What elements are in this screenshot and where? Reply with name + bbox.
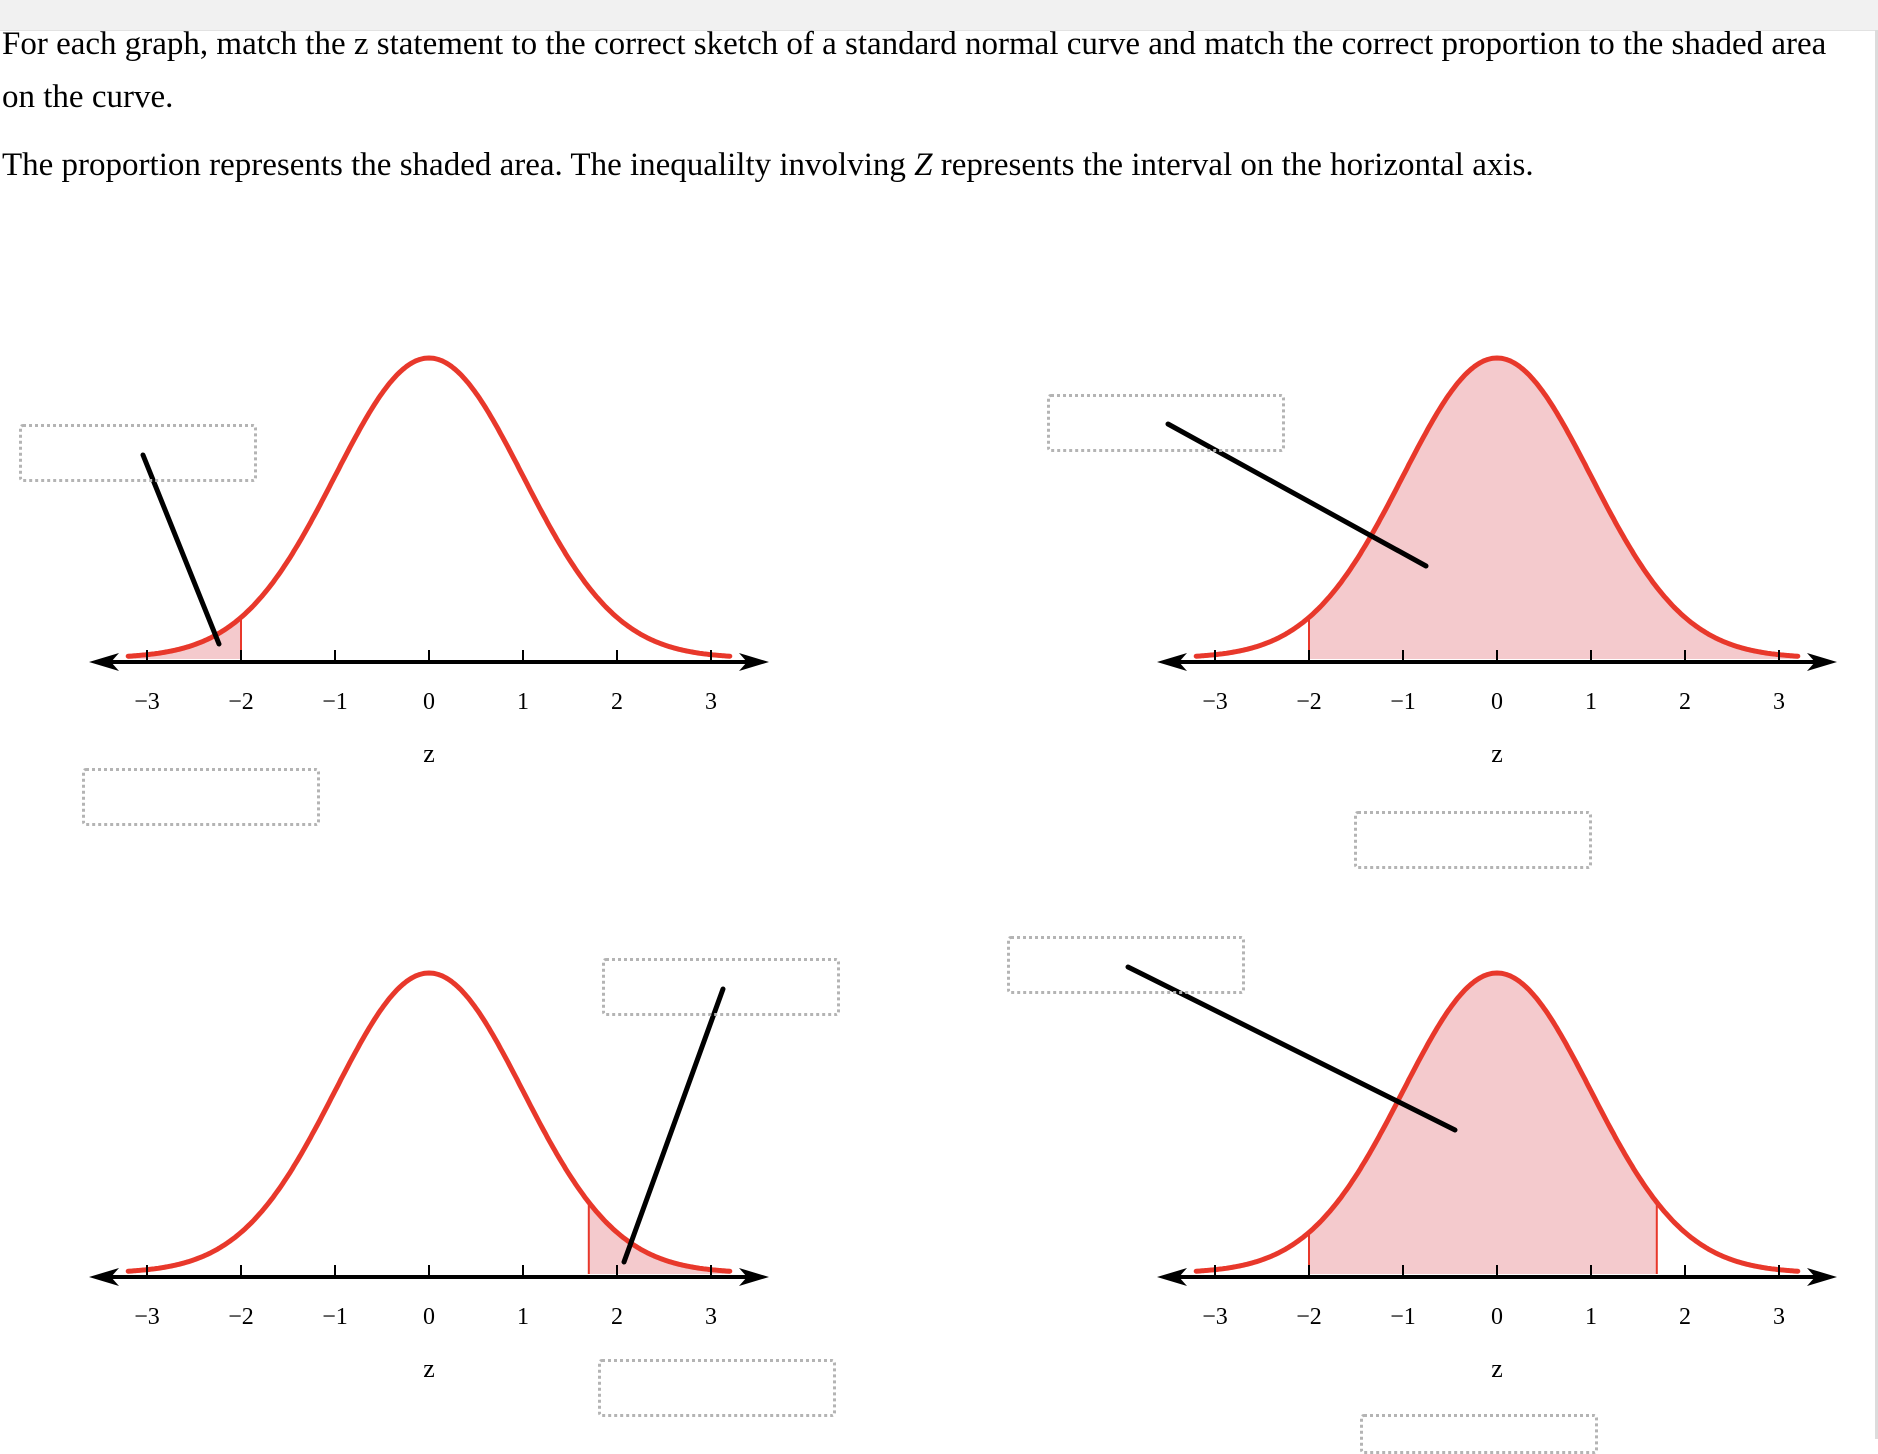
tick-label: 3 bbox=[705, 689, 717, 715]
tick-label: 3 bbox=[1773, 689, 1785, 715]
tick-label: −3 bbox=[1202, 689, 1228, 715]
scrollbar-edge[interactable] bbox=[1875, 30, 1878, 1439]
tick-label: −2 bbox=[228, 1304, 254, 1330]
tick-label: 0 bbox=[1491, 689, 1503, 715]
window-top-bar bbox=[0, 0, 1878, 31]
normal-curve bbox=[1193, 970, 1801, 1274]
axis-right-arrow-icon bbox=[1807, 653, 1837, 671]
tick-label: 2 bbox=[1679, 689, 1691, 715]
tick-label: −3 bbox=[134, 1304, 160, 1330]
graph-bottom-right: −3 −2 −1 0 1 2 3 z bbox=[1125, 964, 1837, 1383]
axis-right-arrow-icon bbox=[739, 1268, 769, 1286]
tick-label: 1 bbox=[1585, 1304, 1597, 1330]
tick-label: 3 bbox=[705, 1304, 717, 1330]
shaded-area bbox=[1309, 973, 1657, 1274]
instruction-text-2-pre: The proportion represents the shaded are… bbox=[2, 147, 915, 183]
instruction-text-2: The proportion represents the shaded are… bbox=[2, 138, 1852, 192]
tick-label: 0 bbox=[423, 689, 435, 715]
graph-bottom-left: −3 −2 −1 0 1 2 3 z bbox=[89, 970, 769, 1383]
tick-label: 2 bbox=[611, 1304, 623, 1330]
drop-target-bottom-left-statement[interactable] bbox=[602, 958, 840, 1016]
drop-target-bottom-right-proportion[interactable] bbox=[1360, 1414, 1598, 1454]
leader-line bbox=[1125, 964, 1458, 1133]
axis-title: z bbox=[1491, 1354, 1503, 1383]
axis-right-arrow-icon bbox=[1807, 1268, 1837, 1286]
axis-left-arrow-icon bbox=[1157, 1268, 1187, 1286]
leader-line bbox=[140, 452, 222, 647]
drop-target-top-left-proportion[interactable] bbox=[82, 768, 320, 826]
leader-line bbox=[1165, 421, 1429, 569]
tick-label: 1 bbox=[1585, 689, 1597, 715]
drop-target-bottom-left-proportion[interactable] bbox=[598, 1359, 836, 1417]
instruction-text: For each graph, match the z statement to… bbox=[2, 26, 1827, 115]
tick-label: −1 bbox=[1390, 1304, 1416, 1330]
instruction-text-2-post: represents the interval on the horizonta… bbox=[932, 147, 1534, 183]
normal-curve bbox=[1193, 355, 1801, 659]
drop-target-top-right-proportion[interactable] bbox=[1354, 811, 1592, 869]
graph-top-right: −3 −2 −1 0 1 2 3 z bbox=[1157, 355, 1837, 768]
normal-curve bbox=[125, 355, 733, 659]
drop-target-bottom-right-statement[interactable] bbox=[1007, 936, 1245, 994]
drop-target-top-right-statement[interactable] bbox=[1047, 394, 1285, 452]
axis-left-arrow-icon bbox=[89, 653, 119, 671]
tick-label: −2 bbox=[1296, 689, 1322, 715]
tick-label: −2 bbox=[228, 689, 254, 715]
tick-label: −1 bbox=[1390, 689, 1416, 715]
leader-line bbox=[621, 986, 726, 1265]
drop-target-top-left-statement[interactable] bbox=[19, 424, 257, 482]
axis-left-arrow-icon bbox=[1157, 653, 1187, 671]
tick-label: −3 bbox=[134, 689, 160, 715]
normal-curve bbox=[125, 970, 733, 1274]
tick-label: −3 bbox=[1202, 1304, 1228, 1330]
axis-title: z bbox=[423, 739, 435, 768]
tick-label: −1 bbox=[322, 1304, 348, 1330]
tick-label: 2 bbox=[611, 689, 623, 715]
axis-title: z bbox=[423, 1354, 435, 1383]
tick-label: 1 bbox=[517, 1304, 529, 1330]
tick-label: 1 bbox=[517, 689, 529, 715]
graph-top-left: −3 −2 −1 0 1 2 3 z bbox=[89, 355, 769, 768]
tick-label: 0 bbox=[1491, 1304, 1503, 1330]
shaded-area bbox=[588, 1202, 730, 1274]
axis-left-arrow-icon bbox=[89, 1268, 119, 1286]
shaded-area bbox=[128, 617, 241, 659]
tick-label: 3 bbox=[1773, 1304, 1785, 1330]
tick-label: −2 bbox=[1296, 1304, 1322, 1330]
axis-title: z bbox=[1491, 739, 1503, 768]
tick-label: −1 bbox=[322, 689, 348, 715]
tick-label: 0 bbox=[423, 1304, 435, 1330]
axis-right-arrow-icon bbox=[739, 653, 769, 671]
tick-label: 2 bbox=[1679, 1304, 1691, 1330]
shaded-area bbox=[1309, 358, 1798, 659]
instruction-variable-z: Z bbox=[914, 147, 933, 183]
